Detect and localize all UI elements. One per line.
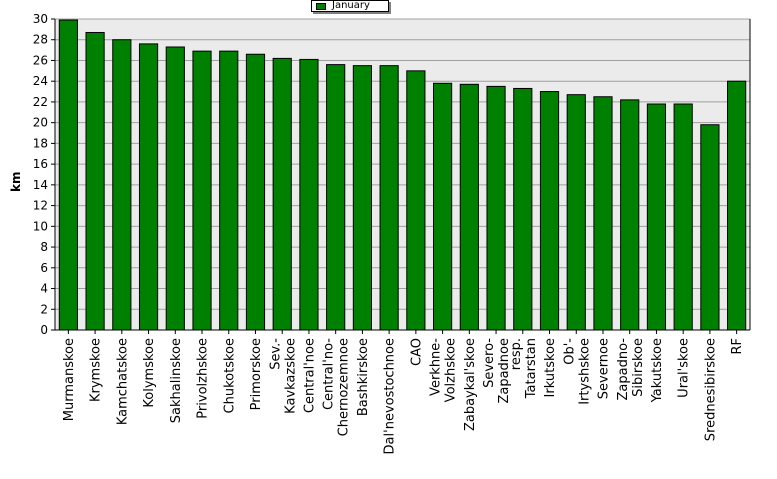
bar-17 — [513, 87, 533, 331]
y-tick-label: 8 — [40, 240, 48, 254]
y-tick-label: 6 — [40, 261, 48, 275]
bar-9 — [299, 58, 319, 331]
x-tick-label: Sakhalinskoe — [169, 338, 184, 423]
legend: January — [311, 0, 389, 12]
bar-1 — [85, 31, 105, 331]
bar-13 — [406, 70, 426, 331]
x-tick-label: CAO — [409, 338, 424, 366]
x-tick-label: Severnoe — [597, 338, 612, 399]
x-tick-label: Dal'nevostochnoe — [383, 338, 398, 454]
x-tick-label: Ural'skoe — [677, 338, 692, 398]
x-tick-label: Chukotskoe — [222, 338, 237, 413]
y-tick-label: 4 — [40, 282, 48, 296]
bar-7 — [245, 53, 266, 331]
y-tick-label: 16 — [33, 157, 48, 171]
bar-0 — [58, 19, 78, 331]
x-tick-label: Verkhne-Volzhskoe — [429, 338, 459, 403]
y-tick-label: 2 — [40, 302, 48, 316]
x-tick-label: Ob'-Irtyshskoe — [562, 338, 592, 405]
bar-8 — [272, 57, 292, 331]
x-tick-label: Kamchatskoe — [115, 338, 130, 425]
x-tick-label: Kolymskoe — [142, 338, 157, 408]
x-tick-label: Zapadno-Sibirskoe — [616, 338, 646, 401]
bar-2 — [112, 39, 132, 331]
y-tick-label: 24 — [33, 74, 48, 88]
bar-20 — [593, 96, 613, 331]
bar-4 — [165, 46, 185, 331]
legend-label-january: January — [332, 0, 370, 11]
bar-19 — [566, 94, 586, 331]
bar-15 — [459, 83, 479, 331]
y-tick-label: 10 — [33, 219, 48, 233]
y-tick-label: 18 — [33, 136, 48, 150]
bar-11 — [352, 65, 372, 331]
y-tick-label: 30 — [33, 12, 48, 26]
bar-22 — [646, 103, 667, 331]
bar-16 — [486, 85, 506, 331]
bar-12 — [379, 65, 399, 331]
x-tick-label: Severo-Zapadnoe — [482, 338, 512, 404]
y-tick-label: 28 — [33, 33, 48, 47]
bar-3 — [138, 43, 159, 331]
y-tick-label: 22 — [33, 95, 48, 109]
bar-23 — [673, 103, 693, 331]
x-tick-label: Murmanskoe — [62, 338, 77, 421]
x-tick-label: Central'no-Chernozemnoe — [322, 338, 352, 437]
y-tick-label: 26 — [33, 53, 48, 67]
x-tick-label: Bashkirskoe — [356, 338, 371, 416]
x-tick-label: Privolzhskoe — [196, 338, 211, 419]
bar-6 — [219, 50, 239, 331]
bar-25 — [727, 80, 747, 331]
y-axis-label: km — [9, 171, 23, 192]
plot-background — [55, 19, 750, 330]
x-tick-label: Irkutskoe — [543, 338, 558, 397]
bar-10 — [326, 64, 346, 331]
x-tick-label: resp.Tatarstan — [509, 338, 539, 399]
y-tick-label: 20 — [33, 116, 48, 130]
y-tick-label: 12 — [33, 199, 48, 213]
x-tick-label: RF — [730, 338, 745, 355]
x-tick-label: Sev.-Kavkazskoe — [268, 338, 298, 414]
bar-24 — [700, 124, 720, 331]
legend-swatch-january — [316, 2, 326, 10]
bar-14 — [433, 82, 453, 331]
x-tick-label: Primorskoe — [249, 338, 264, 410]
x-tick-label: Srednesibirskoe — [703, 338, 718, 441]
x-tick-label: Central'noe — [302, 338, 317, 413]
x-tick-label: Krymskoe — [89, 338, 104, 402]
bar-21 — [620, 99, 640, 331]
y-tick-label: 14 — [33, 178, 48, 192]
bar-18 — [539, 91, 560, 331]
y-tick-label: 0 — [40, 323, 48, 337]
x-tick-label: Yakutskoe — [650, 338, 665, 403]
x-tick-label: Zabaykal'skoe — [463, 338, 478, 431]
bar-5 — [192, 50, 212, 331]
